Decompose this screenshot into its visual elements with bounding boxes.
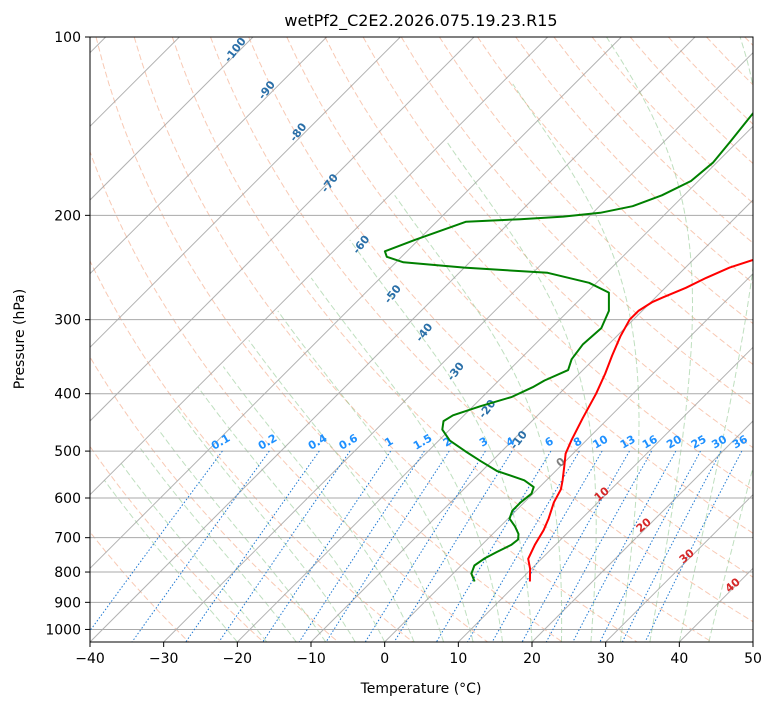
mixing-ratio-line: [467, 450, 580, 642]
isotherm-line: [90, 37, 328, 275]
moist-adiabat-line: [248, 340, 445, 642]
x-tick-label: −10: [296, 651, 326, 667]
moist-adiabat-line: [222, 366, 415, 642]
mixing-ratio-line: [599, 450, 701, 642]
y-tick-label: 900: [54, 595, 81, 611]
y-tick-label: 600: [54, 491, 81, 507]
mixing-ratio-line: [185, 450, 320, 642]
isotherm-line: [90, 37, 549, 496]
y-axis-label: Pressure (hPa): [12, 289, 28, 389]
isotherm-line: [90, 37, 475, 422]
y-tick-label: 300: [54, 313, 81, 329]
moist-adiabat-line: [140, 448, 297, 642]
isotherm-line: [90, 37, 696, 642]
isotherm-line: [457, 346, 753, 642]
isotherm-line: [163, 51, 753, 642]
mixing-ratio-line: [218, 450, 351, 642]
isotherm-line: [752, 641, 753, 642]
isotherm-line: [90, 37, 401, 349]
isotherm-line: [384, 272, 753, 642]
moist-adiabat-line: [120, 463, 268, 642]
moist-adiabat-line: [104, 479, 238, 642]
isotherm-line: [236, 125, 753, 642]
mixing-ratio-line: [364, 450, 486, 642]
dry-adiabat-line: [90, 356, 339, 642]
moist-adiabat-line: [158, 429, 327, 642]
chart-title: wetPf2_C2E2.2026.075.19.23.R15: [284, 11, 557, 31]
y-tick-label: 200: [54, 208, 81, 224]
dry-adiabat-line: [362, 37, 753, 449]
x-tick-label: 0: [380, 651, 389, 667]
isotherm-line: [90, 37, 254, 201]
moist-adiabat-line: [394, 195, 563, 642]
moist-adiabat-line: [606, 37, 693, 642]
x-tick-label: 20: [523, 651, 541, 667]
mixing-ratio-line: [572, 450, 677, 642]
mixing-ratio-line: [298, 450, 425, 642]
mixing-ratio-line: [621, 450, 722, 642]
background-lines: [90, 37, 753, 642]
y-tick-label: 1000: [45, 622, 81, 638]
dry-adiabat-line: [324, 37, 753, 491]
moist-adiabat-line: [678, 37, 753, 642]
mixing-ratio-line: [644, 450, 743, 642]
dry-adiabat-line: [90, 445, 264, 642]
mixing-ratio-line: [491, 450, 603, 642]
y-tick-label: 700: [54, 531, 81, 547]
x-tick-label: 30: [597, 651, 615, 667]
temperature-profile-line: [527, 258, 753, 582]
x-axis-label: Temperature (°C): [360, 681, 482, 697]
moist-adiabat-line: [277, 310, 474, 642]
x-axis-ticks: −40 −30 −20 −10 0 10 20 30 40 50: [75, 642, 762, 667]
isotherm-line: [605, 493, 753, 642]
isotherm-line: [531, 420, 753, 642]
dry-adiabat-line: [133, 37, 638, 642]
profile-series: [383, 111, 753, 582]
moist-adiabat-line: [349, 239, 533, 642]
x-tick-label: −20: [223, 651, 253, 667]
dry-adiabat-line: [286, 37, 753, 534]
isotherm-line: [310, 199, 753, 642]
y-tick-label: 500: [54, 444, 81, 460]
dry-adiabat-line: [248, 37, 753, 578]
isotherm-line: [90, 37, 622, 570]
x-tick-label: 40: [670, 651, 688, 667]
moist-adiabat-line: [512, 83, 640, 642]
y-tick-label: 100: [54, 30, 81, 46]
mixing-ratio-line: [90, 450, 223, 632]
mixing-ratio-line: [521, 450, 630, 642]
x-tick-label: 50: [744, 651, 762, 667]
x-tick-label: 10: [449, 651, 467, 667]
mixing-ratio-line: [545, 450, 653, 642]
moist-adiabat-line: [310, 277, 503, 642]
y-tick-label: 800: [54, 565, 81, 581]
plot-frame: [89, 36, 754, 643]
dry-adiabat-line: [95, 37, 563, 642]
mixing-ratio-line: [393, 450, 513, 642]
dry-adiabat-line: [210, 37, 753, 623]
dry-adiabat-line: [400, 37, 753, 407]
dewpoint-profile-line: [383, 111, 753, 582]
y-tick-label: 400: [54, 387, 81, 403]
mixing-ratio-line: [131, 450, 270, 642]
y-axis-ticks: 100 200 300 400 500 600 700 800 900 1000: [45, 30, 90, 638]
plot-area: [90, 37, 753, 642]
dry-adiabat-line: [90, 150, 488, 642]
x-tick-label: −40: [75, 651, 105, 667]
x-tick-label: −30: [149, 651, 179, 667]
